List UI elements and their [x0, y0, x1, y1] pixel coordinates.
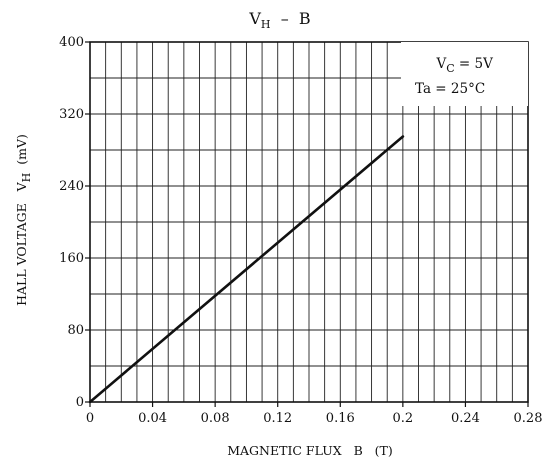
chart-title: VH – B [248, 9, 310, 31]
x-tick-label: 0 [86, 411, 94, 426]
series-layer [88, 135, 405, 404]
legend-box [401, 42, 528, 106]
x-tick-label: 0.24 [451, 411, 480, 426]
plot-border [89, 41, 529, 403]
y-tick-labels: 0 80 160 240 320 400 [59, 35, 84, 410]
y-tick-label: 80 [67, 323, 84, 338]
plot-frame [85, 41, 529, 407]
y-tick-label: 160 [59, 251, 84, 266]
legend-ta-condition: Ta = 25°C [415, 81, 485, 97]
x-tick-label: 0.16 [326, 411, 355, 426]
y-tick-label: 0 [76, 395, 84, 410]
x-axis-label: MAGNETIC FLUX B (T) [227, 443, 393, 458]
x-tick-label: 0.08 [201, 411, 230, 426]
y-axis-label: HALL VOLTAGE VH (mV) [14, 122, 33, 326]
grid [90, 42, 528, 402]
series-line-vh-vs-b [88, 135, 405, 404]
y-tick-label: 400 [59, 35, 84, 50]
x-tick-label: 0.04 [138, 411, 167, 426]
x-tick-labels: 0 0.04 0.08 0.12 0.16 0.2 0.24 0.28 [86, 411, 543, 426]
y-tick-label: 320 [59, 107, 84, 122]
legend-vc-condition: VC = 5V [415, 56, 506, 75]
x-tick-label: 0.12 [263, 411, 292, 426]
y-tick-label: 240 [59, 179, 84, 194]
x-tick-label: 0.28 [514, 411, 543, 426]
x-tick-label: 0.2 [393, 411, 414, 426]
